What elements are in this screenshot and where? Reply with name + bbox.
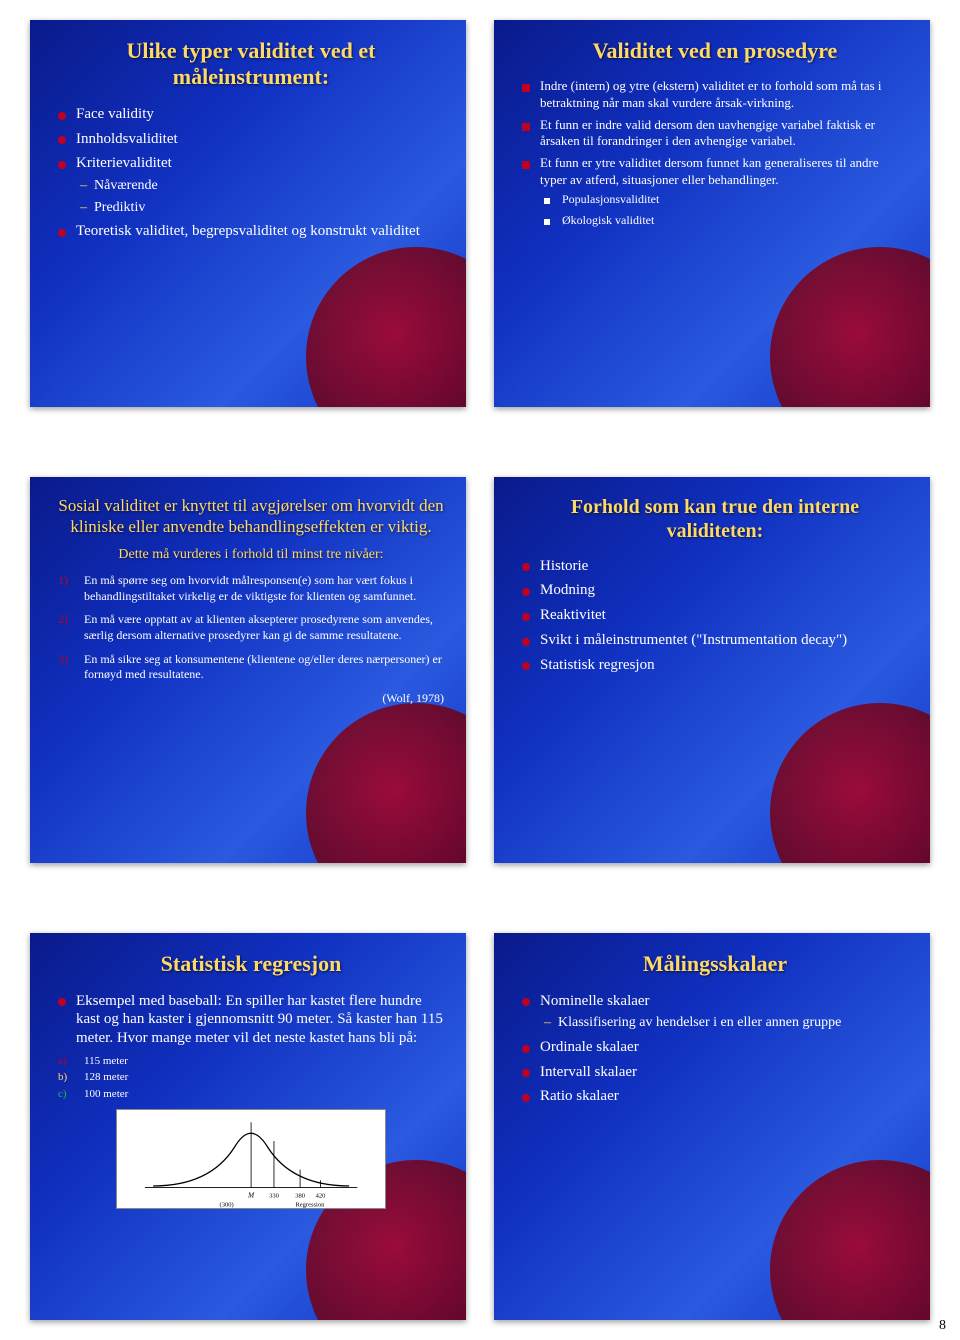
- slide-3-list: En må spørre seg om hvorvidt målresponse…: [58, 573, 444, 683]
- slide-1-title: Ulike typer validitet ved et måleinstrum…: [58, 38, 444, 91]
- list-item: Prediktiv: [76, 199, 444, 217]
- option-value: 128 meter: [84, 1071, 128, 1083]
- list-item: Populasjonsvaliditet: [544, 192, 908, 207]
- list-item: Ordinale skalaer: [522, 1038, 908, 1057]
- list-item: Indre (intern) og ytre (ekstern) validit…: [522, 78, 908, 111]
- list-item: b) 128 meter: [58, 1070, 444, 1084]
- slide-5-options: a) 115 meter b) 128 meter c) 100 meter: [58, 1054, 444, 1101]
- slide-5-lead: Eksempel med baseball: En spiller har ka…: [58, 992, 444, 1048]
- slide-1-list: Face validity Innholdsvaliditet Kriterie…: [58, 105, 444, 241]
- list-item: En må være opptatt av at klienten aksept…: [58, 612, 444, 643]
- list-item: Svikt i måleinstrumentet ("Instrumentati…: [522, 631, 908, 650]
- list-item: Modning: [522, 581, 908, 600]
- list-item: Økologisk validitet: [544, 213, 908, 228]
- chart-caption: Regression: [295, 1201, 325, 1208]
- slide-2: Validitet ved en prosedyre Indre (intern…: [494, 20, 930, 407]
- option-value: 100 meter: [84, 1088, 128, 1100]
- list-item: Et funn er indre valid dersom den uavhen…: [522, 117, 908, 150]
- slide-3-citation: (Wolf, 1978): [58, 691, 444, 706]
- list-item: Et funn er ytre validitet dersom funnet …: [522, 155, 908, 228]
- slide-4-list: Historie Modning Reaktivitet Svikt i mål…: [522, 557, 908, 675]
- slide-3: Sosial validitet er knyttet til avgjørel…: [30, 477, 466, 864]
- list-item: a) 115 meter: [58, 1054, 444, 1068]
- bell-curve-svg: M (300) 330 380 420 Regression: [117, 1110, 385, 1208]
- slide-1: Ulike typer validitet ved et måleinstrum…: [30, 20, 466, 407]
- axis-label: M: [247, 1190, 255, 1199]
- list-item: Intervall skalaer: [522, 1063, 908, 1082]
- list-item: Eksempel med baseball: En spiller har ka…: [58, 992, 444, 1048]
- slide-5-title: Statistisk regresjon: [58, 951, 444, 977]
- list-item-label: Et funn er ytre validitet dersom funnet …: [540, 155, 879, 186]
- option-marker: c): [58, 1087, 67, 1101]
- tick-label: 330: [269, 1192, 280, 1199]
- option-marker: b): [58, 1070, 67, 1084]
- tick-label: (300): [219, 1201, 233, 1208]
- slide-4: Forhold som kan true den interne validit…: [494, 477, 930, 864]
- page-number: 8: [939, 1318, 946, 1334]
- sublist: Populasjonsvaliditet Økologisk validitet: [544, 192, 908, 228]
- slide-4-title: Forhold som kan true den interne validit…: [522, 495, 908, 543]
- list-item: Innholdsvaliditet: [58, 130, 444, 149]
- sublist: Klassifisering av hendelser i en eller a…: [540, 1014, 908, 1032]
- tick-label: 420: [316, 1192, 327, 1199]
- list-item: Reaktivitet: [522, 606, 908, 625]
- slide-3-subtitle: Dette må vurderes i forhold til minst tr…: [58, 547, 444, 563]
- list-item: c) 100 meter: [58, 1087, 444, 1101]
- slide-handout-page: Ulike typer validitet ved et måleinstrum…: [0, 0, 960, 1340]
- list-item: Klassifisering av hendelser i en eller a…: [540, 1014, 908, 1032]
- list-item: En må sikre seg at konsumentene (kliente…: [58, 652, 444, 683]
- list-item: Teoretisk validitet, begrepsvaliditet og…: [58, 222, 444, 241]
- slide-2-title: Validitet ved en prosedyre: [522, 38, 908, 64]
- slide-6-list: Nominelle skalaer Klassifisering av hend…: [522, 992, 908, 1107]
- tick-label: 380: [295, 1192, 306, 1199]
- regression-chart: M (300) 330 380 420 Regression: [116, 1109, 386, 1209]
- slide-6: Målingsskalaer Nominelle skalaer Klassif…: [494, 933, 930, 1320]
- list-item: Nåværende: [76, 177, 444, 195]
- option-value: 115 meter: [84, 1055, 128, 1067]
- list-item: En må spørre seg om hvorvidt målresponse…: [58, 573, 444, 604]
- list-item: Statistisk regresjon: [522, 656, 908, 675]
- slide-2-list: Indre (intern) og ytre (ekstern) validit…: [522, 78, 908, 228]
- list-item: Ratio skalaer: [522, 1087, 908, 1106]
- list-item-label: Kriterievaliditet: [76, 155, 172, 171]
- list-item: Nominelle skalaer Klassifisering av hend…: [522, 992, 908, 1032]
- slide-5: Statistisk regresjon Eksempel med baseba…: [30, 933, 466, 1320]
- list-item: Historie: [522, 557, 908, 576]
- slide-3-title: Sosial validitet er knyttet til avgjørel…: [58, 495, 444, 538]
- option-marker: a): [58, 1054, 67, 1068]
- slide-6-title: Målingsskalaer: [522, 951, 908, 977]
- list-item: Kriterievaliditet Nåværende Prediktiv: [58, 154, 444, 216]
- list-item: Face validity: [58, 105, 444, 124]
- sublist: Nåværende Prediktiv: [76, 177, 444, 216]
- list-item-label: Nominelle skalaer: [540, 993, 650, 1009]
